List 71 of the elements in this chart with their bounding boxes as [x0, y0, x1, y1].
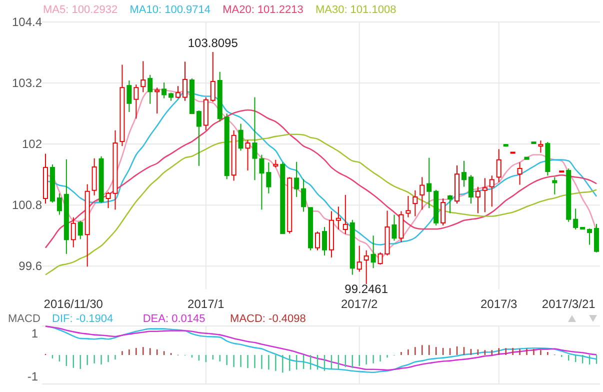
candlestick	[56, 192, 62, 216]
candlestick	[70, 216, 76, 248]
candlestick	[378, 252, 383, 266]
candlestick	[440, 198, 446, 226]
text: MA10: 100.9714	[130, 4, 210, 16]
candlestick	[364, 250, 369, 285]
y-tick-label: -1	[27, 369, 38, 384]
candlestick	[336, 206, 341, 230]
series-label: DIF: -0.1904	[52, 313, 114, 325]
candlestick	[489, 175, 494, 208]
candlestick	[594, 223, 600, 253]
candlestick	[468, 174, 474, 204]
y-tick-label: 102	[22, 137, 42, 152]
candlestick	[245, 139, 250, 172]
y-tick-label: 103.2	[12, 76, 42, 90]
candlestick	[238, 123, 244, 152]
text: MA30: 101.1008	[315, 4, 396, 16]
candlestick	[496, 148, 502, 183]
candlestick	[475, 186, 480, 214]
candlestick	[342, 194, 348, 235]
candlestick	[517, 162, 522, 186]
candlestick	[148, 74, 153, 104]
candlestick	[182, 61, 188, 102]
candlestick	[154, 87, 160, 114]
candlestick	[294, 161, 300, 198]
annotation: 99.2461	[344, 282, 388, 296]
x-tick-label: 2017/3	[480, 297, 518, 311]
candlestick	[92, 158, 97, 196]
candlestick	[482, 178, 488, 213]
candlestick	[252, 96, 258, 181]
candlestick	[461, 160, 466, 188]
candlestick	[78, 220, 83, 240]
candlestick	[412, 190, 418, 217]
candlestick	[210, 52, 216, 102]
candlestick	[392, 214, 397, 242]
y-tick-label: 104.4	[12, 15, 42, 29]
candlestick	[538, 140, 544, 154]
candlestick	[196, 110, 202, 166]
y-tick-label: 1	[31, 326, 38, 341]
x-tick-label: 2017/1	[188, 297, 225, 311]
chart-title: MACD	[8, 313, 40, 325]
candlestick	[587, 228, 592, 246]
candlestick	[134, 84, 139, 120]
candlestick	[573, 208, 578, 230]
candlestick	[126, 80, 132, 113]
candlestick	[448, 194, 453, 214]
candlestick	[266, 162, 272, 194]
x-tick-label: 2016/11/30	[44, 297, 104, 311]
candlestick	[398, 210, 404, 243]
text: MA5: 100.2932	[43, 4, 118, 16]
candlestick	[356, 245, 362, 272]
candlestick	[176, 86, 181, 99]
y-tick-label: 99.6	[18, 259, 42, 274]
candlestick	[420, 176, 425, 210]
x-tick-label: 2017/3/21	[542, 297, 596, 311]
text: MACD: -0.4098	[230, 313, 306, 325]
series-label: DEA: 0.0145	[142, 313, 206, 325]
candlestick	[552, 176, 558, 195]
candlestick	[322, 226, 327, 256]
candlestick	[259, 154, 264, 210]
candlestick	[370, 235, 376, 269]
candlestick	[162, 82, 167, 99]
candlestick	[406, 195, 411, 218]
candlestick	[315, 231, 320, 251]
text: MA20: 101.2213	[222, 4, 304, 16]
annotation: 103.8095	[188, 36, 238, 50]
candlestick	[140, 60, 146, 93]
y-tick-label: 100.8	[12, 198, 42, 212]
candlestick	[426, 157, 432, 209]
x-tick-label: 2017/2	[341, 297, 378, 311]
candlestick	[301, 178, 306, 212]
